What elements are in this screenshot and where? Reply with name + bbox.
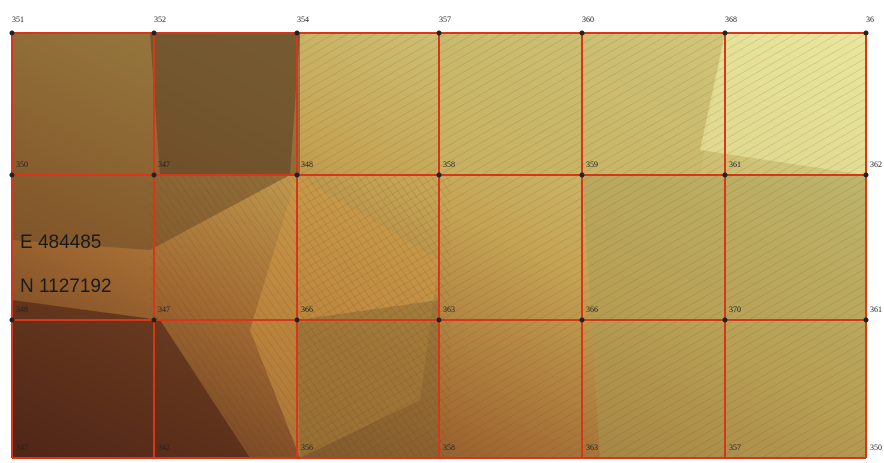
top-label: 360 (582, 15, 594, 24)
node-label: 347 (158, 305, 170, 314)
grid-node (9, 172, 15, 178)
grid-node (579, 317, 585, 323)
node-label: 361 (729, 160, 741, 169)
grid-node (863, 30, 869, 36)
grid-node (151, 317, 157, 323)
grid-node (294, 317, 300, 323)
node-label: 366 (301, 305, 313, 314)
node-label: 350 (870, 443, 882, 452)
node-label: 356 (301, 443, 313, 452)
top-label: 352 (154, 15, 166, 24)
node-label: 350 (16, 160, 28, 169)
grid-node (722, 172, 728, 178)
grid-node (9, 30, 15, 36)
node-label: 361 (870, 305, 882, 314)
node-label: 359 (586, 160, 598, 169)
node-label: 362 (870, 160, 882, 169)
grid-node (294, 172, 300, 178)
grid-node (436, 172, 442, 178)
easting: E 484485 (20, 232, 101, 253)
grid-node (722, 317, 728, 323)
top-label: 354 (297, 15, 309, 24)
grid-node (9, 317, 15, 323)
northing: N 1127192 (20, 276, 112, 297)
grid-node (863, 172, 869, 178)
top-label: 357 (439, 15, 451, 24)
node-label: 342 (158, 443, 170, 452)
node-label: 348 (301, 160, 313, 169)
grid-node (579, 30, 585, 36)
node-label: 347 (16, 443, 28, 452)
grid-node (436, 30, 442, 36)
node-label: 366 (586, 305, 598, 314)
grid-node (436, 317, 442, 323)
grid-node (151, 30, 157, 36)
grid-node (863, 317, 869, 323)
node-label: 357 (729, 443, 741, 452)
node-label: 363 (586, 443, 598, 452)
top-label: 351 (12, 15, 24, 24)
node-label: 370 (729, 305, 741, 314)
grid-node (151, 172, 157, 178)
node-label: 358 (443, 160, 455, 169)
node-label: 358 (443, 443, 455, 452)
node-label: 347 (158, 160, 170, 169)
grid-node (722, 30, 728, 36)
node-label: 348 (16, 305, 28, 314)
grid-node (294, 30, 300, 36)
grid-node (579, 172, 585, 178)
top-label: 36 (866, 15, 874, 24)
node-label: 363 (443, 305, 455, 314)
grid (9, 30, 869, 459)
labels: 351 352 354 357 360 368 36 350 347 348 358 359 361 36… (12, 15, 882, 452)
top-label: 368 (725, 15, 737, 24)
